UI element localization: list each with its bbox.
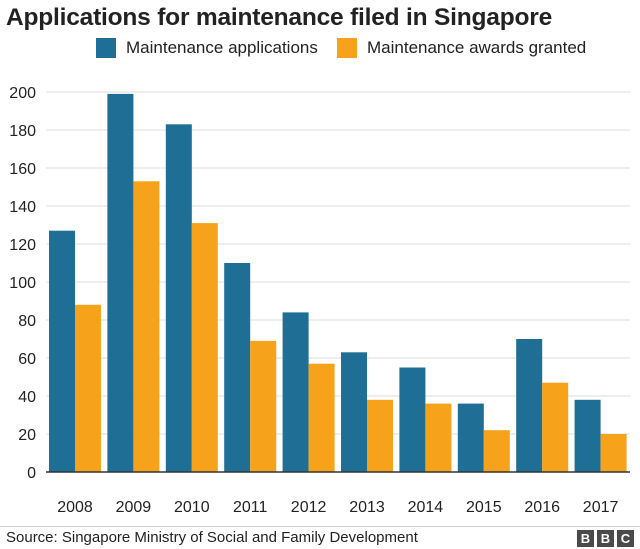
bar-applications — [165, 124, 192, 473]
x-tick-label: 2009 — [116, 499, 152, 516]
legend-swatch-awards — [337, 38, 357, 58]
x-tick-label: 2017 — [583, 499, 619, 516]
chart-title: Applications for maintenance filed in Si… — [6, 4, 553, 31]
bar-awards — [250, 340, 277, 472]
x-tick-label: 2010 — [174, 499, 210, 516]
footer-divider — [0, 526, 640, 527]
bar-applications — [457, 403, 484, 472]
bar-awards — [308, 363, 335, 472]
legend-label-awards: Maintenance awards granted — [367, 38, 587, 57]
x-tick-label: 2013 — [349, 499, 385, 516]
bbc-logo-letter-1: B — [577, 530, 594, 547]
bar-applications — [516, 339, 543, 472]
bar-applications — [282, 312, 309, 472]
source-note: Source: Singapore Ministry of Social and… — [6, 529, 418, 546]
y-tick-label: 20 — [18, 427, 36, 444]
bar-chart: 0 20 40 60 80 100 120 140 160 180 200 2008 2009 2010 2… — [9, 85, 630, 516]
bar-awards — [191, 223, 218, 472]
bar-awards — [367, 399, 393, 472]
y-tick-label: 120 — [9, 237, 36, 254]
x-tick-label: 2016 — [524, 499, 560, 516]
bar-applications — [341, 352, 367, 472]
bar-awards — [483, 430, 510, 472]
x-tick-label: 2011 — [233, 499, 268, 516]
legend-label-applications: Maintenance applications — [126, 38, 318, 57]
y-tick-label: 0 — [27, 465, 36, 482]
bar-awards — [542, 382, 569, 472]
y-tick-label: 140 — [9, 199, 36, 216]
bar-applications — [574, 399, 601, 472]
bbc-logo-letter-2: B — [597, 530, 614, 547]
x-tick-label: 2012 — [291, 499, 327, 516]
y-tick-label: 200 — [9, 85, 36, 102]
y-tick-label: 60 — [18, 351, 36, 368]
bar-awards — [75, 304, 101, 472]
legend-swatch-applications — [96, 38, 116, 58]
bbc-logo-letter-3: C — [617, 530, 634, 547]
y-tick-label: 160 — [9, 161, 36, 178]
x-tick-label: 2014 — [408, 499, 444, 516]
bar-applications — [107, 93, 134, 473]
x-tick-label: 2008 — [57, 499, 93, 516]
x-tick-label: 2015 — [466, 499, 502, 516]
bar-awards — [133, 181, 160, 473]
bar-applications — [399, 367, 426, 472]
bbc-logo: B B C — [577, 530, 634, 547]
legend-item-awards: Maintenance awards granted — [337, 38, 586, 58]
y-tick-label: 80 — [18, 313, 36, 330]
legend-item-applications: Maintenance applications — [96, 38, 318, 58]
bar-applications — [224, 263, 251, 472]
y-tick-label: 40 — [18, 389, 36, 406]
y-tick-label: 180 — [9, 123, 36, 140]
bar-awards — [600, 434, 627, 472]
chart-legend: Maintenance applications Maintenance awa… — [0, 38, 640, 62]
y-tick-label: 100 — [9, 275, 36, 292]
bar-awards — [425, 403, 452, 472]
bar-applications — [49, 230, 75, 472]
